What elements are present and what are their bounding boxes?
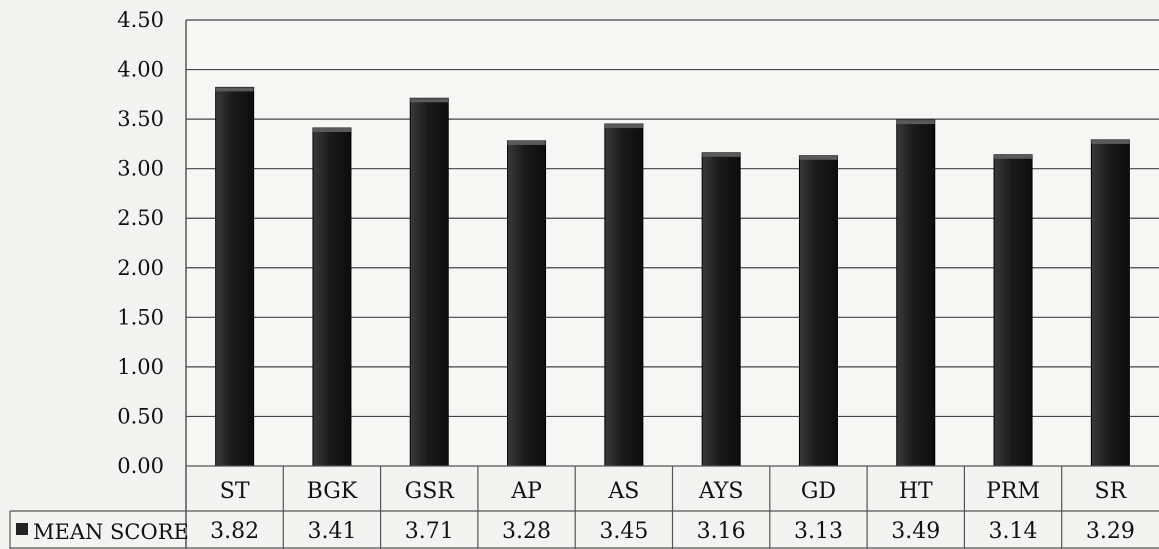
x-category-label: AYS [698,479,744,504]
y-tick-label: 1.50 [117,305,164,329]
bar-top-highlight [312,128,351,133]
x-category-label: AP [510,479,542,504]
y-tick-label: 2.50 [117,206,164,230]
x-category-label: BGK [307,479,358,504]
data-table: MEAN SCORE ST 3.82 BGK 3.41 GSR 3.71 AP 3.28 AS 3… [9,465,1159,549]
bar-top-highlight [410,98,449,103]
data-value-label: 3.29 [1086,519,1135,544]
bar-bgk [312,127,352,467]
bar-top-highlight [799,155,838,160]
legend-swatch [16,523,28,535]
data-value-label: 3.45 [599,519,648,544]
x-category-label: GSR [405,479,456,504]
y-tick-label: 4.50 [117,8,164,32]
bar-ap [507,140,547,467]
bar-top-highlight [896,120,935,125]
bars [215,86,1130,467]
data-value-label: 3.71 [405,519,454,544]
data-value-label: 3.16 [697,519,746,544]
bar-sr [1090,139,1130,467]
data-value-label: 3.28 [502,519,551,544]
y-tick-label: 4.00 [117,58,164,82]
bar-ht [896,119,936,467]
data-value-label: 3.82 [210,519,259,544]
bar-top-highlight [702,152,741,157]
bar-top-highlight [604,124,643,129]
y-tick-label: 2.00 [117,256,164,280]
y-axis-ticks: 0.00 0.50 1.00 1.50 2.00 2.50 3.00 3.50 4.00 4.50 [117,8,164,478]
bar-top-highlight [215,87,254,92]
x-category-label: ST [220,479,250,504]
y-tick-label: 3.00 [117,157,164,181]
bar-top-highlight [507,140,546,145]
y-tick-label: 0.50 [117,404,164,428]
y-tick-label: 3.50 [117,107,164,131]
x-category-label: SR [1095,479,1128,504]
bar-prm [993,154,1033,467]
y-tick-label: 0.00 [117,454,164,478]
bar-ays [701,152,741,467]
data-value-label: 3.13 [794,519,843,544]
data-value-label: 3.14 [989,519,1038,544]
data-value-label: 3.49 [891,519,940,544]
x-category-label: PRM [986,479,1040,504]
bar-top-highlight [994,154,1033,159]
x-category-label: HT [899,479,933,504]
legend: MEAN SCORE [16,520,189,544]
x-category-label: AS [607,479,639,504]
bar-gd [798,155,838,467]
legend-label: MEAN SCORE [33,520,189,544]
bar-gsr [409,97,449,467]
bar-as [604,123,644,467]
bar-top-highlight [1091,139,1130,144]
bar-st [215,86,255,467]
data-value-label: 3.41 [307,519,356,544]
x-category-label: GD [801,479,836,504]
y-tick-label: 1.00 [117,355,164,379]
